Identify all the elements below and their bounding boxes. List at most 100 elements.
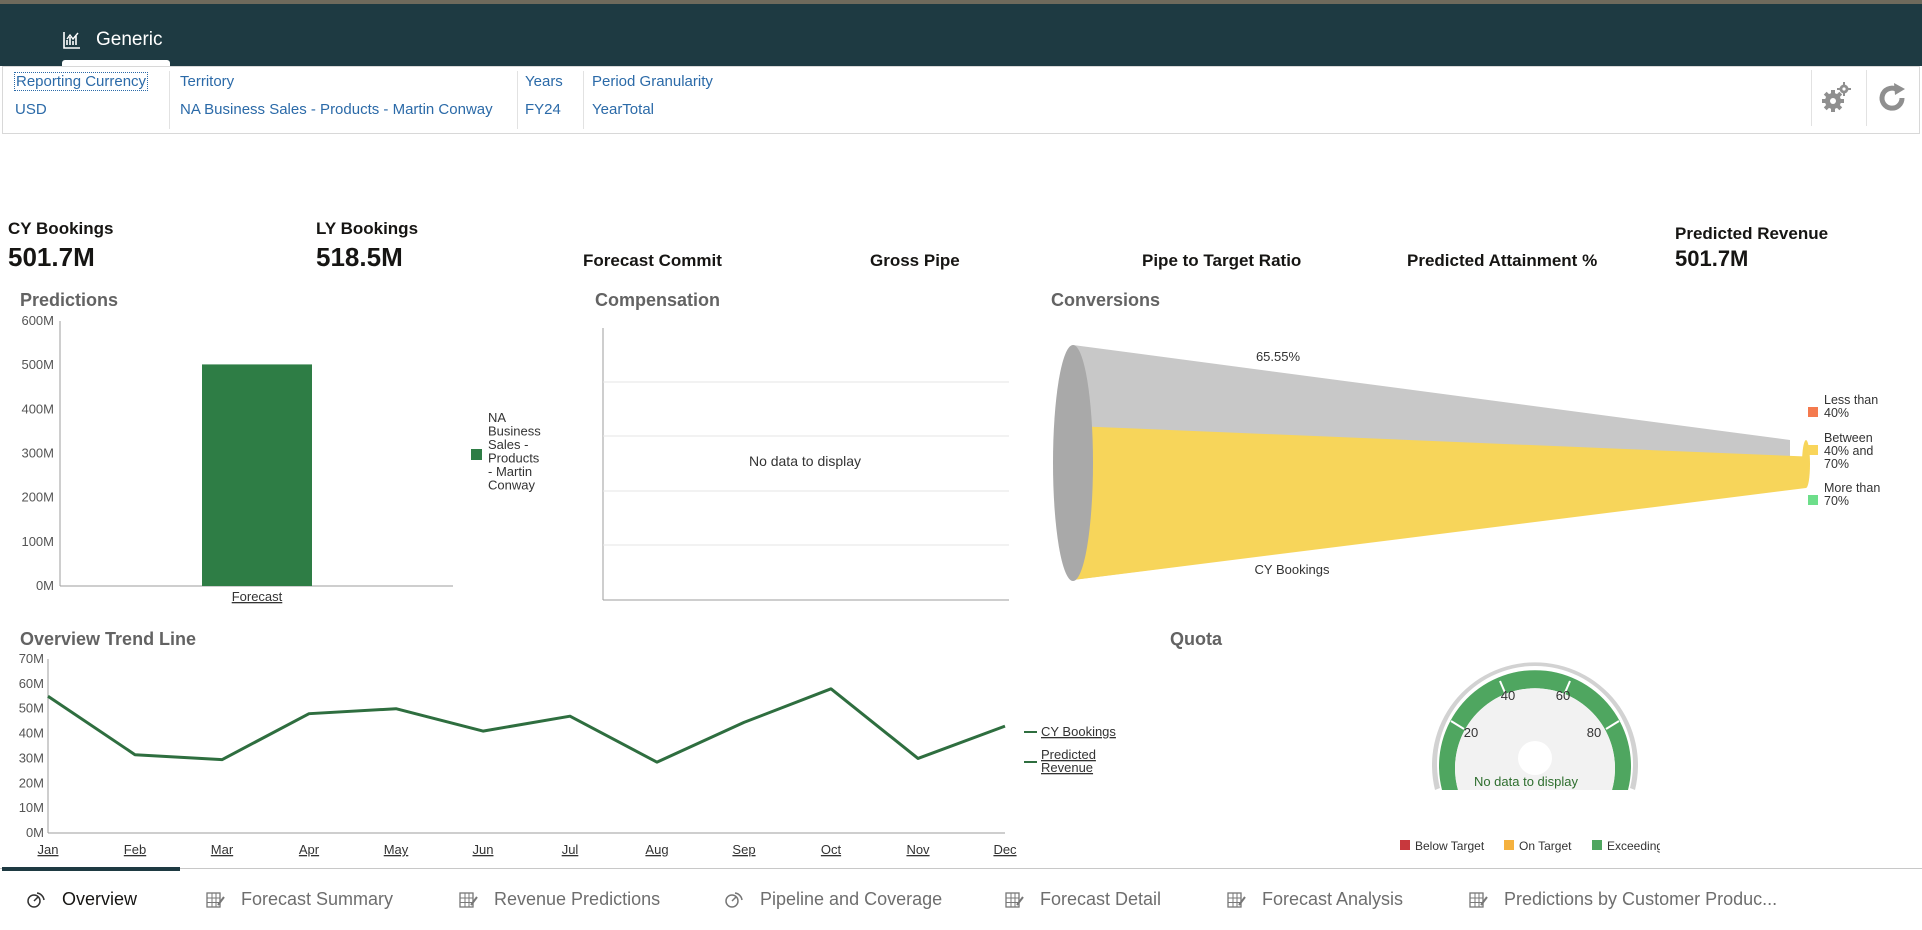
grid-edit-icon <box>459 891 478 908</box>
predictions-legend-line: Conway <box>488 478 535 493</box>
x-tick-dec[interactable]: Dec <box>993 842 1017 857</box>
funnel-top-label: 65.55% <box>1256 349 1301 364</box>
x-tick-may[interactable]: May <box>384 842 409 857</box>
tab-forecast-detail[interactable]: Forecast Detail <box>1004 869 1161 930</box>
pov-value[interactable]: NA Business Sales - Products - Martin Co… <box>180 101 493 118</box>
trend-line-cy-bookings[interactable] <box>47 687 1006 764</box>
x-tick-apr[interactable]: Apr <box>299 842 320 857</box>
pov-label[interactable]: Years <box>525 73 563 90</box>
chart-icon <box>63 32 80 49</box>
active-tab-indicator <box>2 867 180 871</box>
funnel-legend-swatch <box>1808 495 1818 505</box>
gear-icon <box>1822 82 1851 112</box>
y-tick-label: 70M <box>19 651 44 666</box>
x-tick-oct[interactable]: Oct <box>821 842 842 857</box>
tab-overview[interactable]: Overview <box>2 867 180 930</box>
gauge-exceeding-band[interactable] <box>1439 670 1631 790</box>
tab-label: Overview <box>62 889 138 909</box>
legend-cy-bookings[interactable]: CY Bookings <box>1041 724 1116 739</box>
funnel-legend-swatch <box>1808 445 1818 455</box>
kpi-predicted-revenue-label: Predicted Revenue <box>1675 224 1829 243</box>
quota-gauge-chart: 20 40 60 80 No data to display Below Tar… <box>1400 662 1660 853</box>
pov-value[interactable]: USD <box>15 101 47 118</box>
predictions-bar-chart: 0M 100M 200M 300M 400M 500M 600M Forecast NABu… <box>21 313 541 604</box>
bar-forecast[interactable] <box>202 364 312 586</box>
app-header: Generic <box>0 0 1922 66</box>
funnel-legend-swatch <box>1808 407 1818 417</box>
grid-edit-icon <box>1227 891 1246 908</box>
x-tick-jan[interactable]: Jan <box>38 842 59 857</box>
legend-swatch-exceeding <box>1592 840 1602 850</box>
refresh-button[interactable] <box>1874 80 1910 116</box>
x-tick-jul[interactable]: Jul <box>562 842 579 857</box>
y-tick-label: 20M <box>19 775 44 790</box>
funnel-fill[interactable] <box>1073 425 1806 580</box>
kpi-cy-bookings-label: CY Bookings <box>8 219 114 238</box>
tab-forecast-summary[interactable]: Forecast Summary <box>205 869 393 930</box>
y-tick-label: 400M <box>21 401 54 416</box>
tab-label: Forecast Detail <box>1040 889 1162 909</box>
kpi-predicted-revenue-value: 501.7M <box>1675 246 1749 271</box>
x-tick-nov[interactable]: Nov <box>906 842 930 857</box>
pov-value[interactable]: FY24 <box>525 101 561 118</box>
tab-label: Pipeline and Coverage <box>760 889 943 909</box>
app-tab-generic[interactable]: Generic <box>62 14 172 66</box>
compensation-chart: No data to display <box>602 328 1009 601</box>
legend-swatch-on-target <box>1504 840 1514 850</box>
legend-predicted-revenue-2[interactable]: Revenue <box>1041 760 1093 775</box>
pov-divider <box>583 71 584 129</box>
kpi-forecast-commit-label: Forecast Commit <box>583 251 722 270</box>
pov-label[interactable]: Period Granularity <box>592 73 713 90</box>
y-tick-label: 100M <box>21 534 54 549</box>
pov-label[interactable]: Reporting Currency <box>13 72 149 91</box>
y-tick-label: 60M <box>19 676 44 691</box>
legend-predicted-revenue-1[interactable]: Predicted <box>1041 747 1096 762</box>
y-tick-label: 200M <box>21 490 54 505</box>
toolbar-divider <box>1811 70 1812 126</box>
y-tick-label: 500M <box>21 357 54 372</box>
tab-predictions-by-customer-product[interactable]: Predictions by Customer Produc... <box>1468 869 1777 930</box>
tab-forecast-analysis[interactable]: Forecast Analysis <box>1226 869 1403 930</box>
tab-label: Predictions by Customer Produc... <box>1504 889 1778 909</box>
y-tick-label: 300M <box>21 446 54 461</box>
kpi-cy-bookings-value: 501.7M <box>8 242 95 272</box>
pov-bar: Reporting Currency USD Territory NA Busi… <box>2 66 1920 134</box>
predictions-legend-line: Products <box>488 451 540 466</box>
kpi-gross-pipe-label: Gross Pipe <box>870 251 960 270</box>
x-tick-sep[interactable]: Sep <box>732 842 755 857</box>
settings-button[interactable] <box>1818 80 1854 116</box>
gauge-tick-60: 60 <box>1556 688 1570 703</box>
funnel-mouth <box>1053 345 1093 581</box>
x-tick-aug[interactable]: Aug <box>645 842 668 857</box>
x-tick-mar[interactable]: Mar <box>211 842 234 857</box>
dashboard-icon <box>27 891 45 908</box>
pov-label[interactable]: Territory <box>180 73 235 90</box>
funnel-legend-label: 70% <box>1824 494 1849 508</box>
grid-edit-icon <box>1469 891 1488 908</box>
legend-swatch-below-target <box>1400 840 1410 850</box>
x-tick-forecast[interactable]: Forecast <box>232 589 283 604</box>
app-tab-indicator <box>62 60 170 66</box>
funnel-legend-label: 40% <box>1824 406 1849 420</box>
grid-edit-icon <box>206 891 225 908</box>
funnel-legend-label: Less than <box>1824 393 1878 407</box>
x-tick-jun[interactable]: Jun <box>473 842 494 857</box>
predictions-legend-line: NA <box>488 410 506 425</box>
tab-label: Revenue Predictions <box>494 889 661 909</box>
toolbar-divider <box>1866 70 1867 126</box>
pov-value[interactable]: YearTotal <box>592 101 654 118</box>
y-tick-label: 40M <box>19 726 44 741</box>
header-banner-strip <box>0 0 1922 4</box>
y-tick-label: 600M <box>21 313 54 328</box>
y-tick-label: 10M <box>19 800 44 815</box>
gauge-tick-40: 40 <box>1501 688 1515 703</box>
x-tick-feb[interactable]: Feb <box>124 842 146 857</box>
quota-title: Quota <box>1170 629 1222 649</box>
kpi-predicted-attainment-label: Predicted Attainment % <box>1407 251 1598 270</box>
tab-pipeline-and-coverage[interactable]: Pipeline and Coverage <box>724 869 942 930</box>
y-tick-label: 30M <box>19 750 44 765</box>
tab-revenue-predictions[interactable]: Revenue Predictions <box>458 869 660 930</box>
legend-exceeding: Exceeding <box>1607 839 1660 853</box>
funnel-legend-label: More than <box>1824 481 1880 495</box>
